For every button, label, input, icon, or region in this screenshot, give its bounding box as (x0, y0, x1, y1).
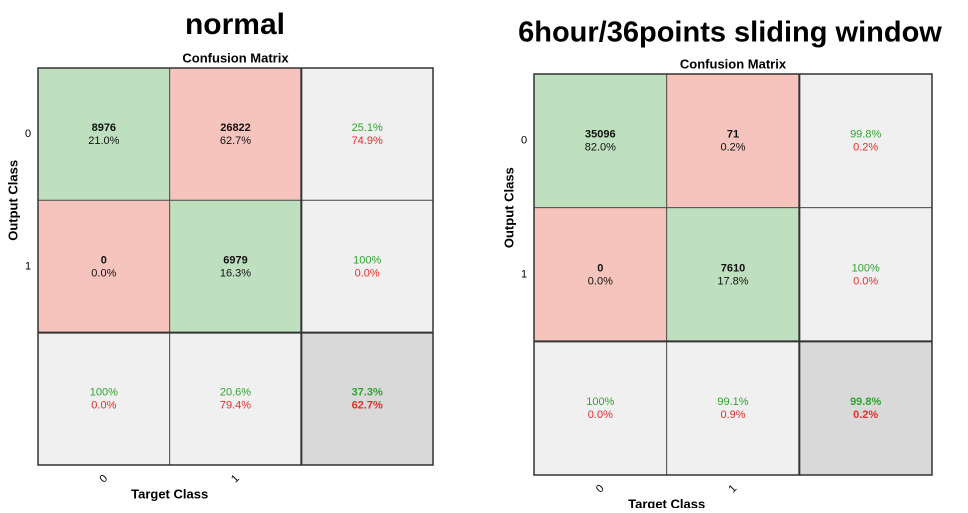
cell-top: 26822 (220, 122, 251, 134)
cell-top: 100% (852, 262, 880, 274)
cell-bottom: 62.7% (220, 135, 251, 147)
cell-top: 99.1% (717, 396, 748, 408)
matrix-cell (533, 207, 668, 342)
cell-top: 99.8% (850, 129, 881, 141)
cell-top: 7610 (721, 262, 745, 274)
y-tick-label: 1 (25, 260, 31, 272)
matrix-cell (666, 340, 800, 476)
matrix-cell (533, 73, 668, 209)
y-tick-label: 1 (521, 268, 527, 280)
cell-bottom: 0.0% (588, 275, 613, 287)
matrix-border (533, 73, 933, 476)
matrix-cell (300, 199, 434, 334)
cell-top: 100% (353, 254, 381, 266)
cell-bottom: 0.0% (588, 409, 613, 421)
matrix-cell (798, 73, 933, 209)
cell-bottom: 0.2% (853, 409, 878, 421)
cell-bottom: 16.3% (220, 267, 251, 279)
cell-top: 20.6% (220, 387, 251, 399)
matrix-cell (169, 332, 302, 466)
cell-top: 6979 (223, 254, 247, 266)
x-tick-label: 1 (727, 483, 740, 496)
x-tick-label: 0 (594, 483, 607, 496)
matrix-cell (798, 340, 933, 476)
cell-bottom: 79.4% (220, 400, 251, 412)
y-axis-label: Output Class (501, 167, 516, 248)
cell-bottom: 82.0% (585, 142, 616, 154)
cell-bottom: 0.0% (91, 267, 116, 279)
cell-top: 99.8% (850, 396, 881, 408)
matrix-cell (533, 340, 668, 476)
x-axis-label: Target Class (131, 486, 208, 501)
cell-bottom: 0.9% (720, 409, 745, 421)
matrix-title: Confusion Matrix (182, 50, 289, 65)
matrix-cell (37, 199, 171, 334)
matrix-border (37, 67, 434, 466)
matrix-cell (798, 207, 933, 342)
cell-bottom: 74.9% (352, 135, 383, 147)
cell-bottom: 0.0% (355, 267, 380, 279)
cell-bottom: 17.8% (717, 275, 748, 287)
y-axis-label: Output Class (5, 160, 20, 241)
cell-top: 100% (586, 396, 614, 408)
matrix-cell (666, 207, 800, 342)
cell-top: 0 (101, 254, 107, 266)
cell-bottom: 0.2% (720, 142, 745, 154)
cell-top: 71 (727, 129, 739, 141)
x-tick-label: 1 (229, 473, 242, 486)
cell-top: 100% (90, 387, 118, 399)
cell-top: 25.1% (352, 122, 383, 134)
x-axis-label: Target Class (628, 496, 705, 508)
panel-heading: 6hour/36points sliding window (518, 17, 942, 49)
cell-bottom: 0.0% (853, 275, 878, 287)
cell-bottom: 0.0% (91, 400, 116, 412)
cell-top: 35096 (585, 129, 616, 141)
cell-bottom: 62.7% (352, 400, 383, 412)
cell-top: 37.3% (352, 387, 383, 399)
matrix-cell (169, 199, 302, 334)
y-tick-label: 0 (25, 128, 31, 140)
y-tick-label: 0 (521, 135, 527, 147)
panel-heading: normal (185, 8, 285, 41)
matrix-cell (169, 67, 302, 201)
cell-bottom: 0.2% (853, 142, 878, 154)
matrix-title: Confusion Matrix (680, 56, 787, 71)
x-tick-label: 0 (97, 473, 110, 486)
matrix-cell (37, 67, 171, 201)
cell-top: 0 (597, 262, 603, 274)
cell-top: 8976 (92, 122, 116, 134)
cell-bottom: 21.0% (88, 135, 119, 147)
